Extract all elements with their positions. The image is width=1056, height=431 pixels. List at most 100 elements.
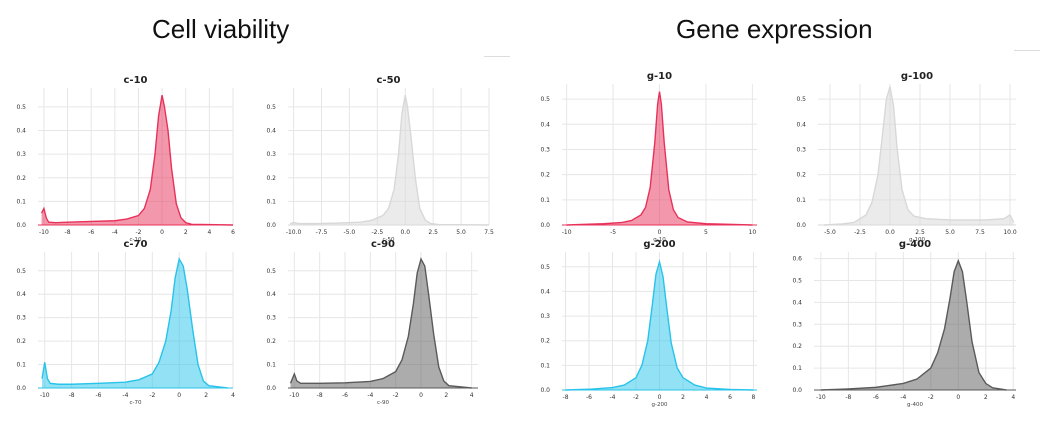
y-tick-label: 0.4 <box>16 128 26 135</box>
x-tick-label: -8 <box>317 392 323 399</box>
x-tick-label: -4 <box>900 394 906 401</box>
x-tick-label: -2 <box>149 392 155 399</box>
x-tick-label: -6 <box>873 394 879 401</box>
y-tick-label: 0.4 <box>266 291 276 298</box>
x-tick-label: -5.0 <box>344 229 356 236</box>
y-tick-label: 0.4 <box>540 288 550 295</box>
x-tick-label: 0 <box>177 392 181 399</box>
y-tick-label: 0.1 <box>16 362 26 369</box>
x-tick-label: -6 <box>88 229 94 236</box>
x-tick-label: 0.0 <box>400 229 410 236</box>
x-tick-label: 10.0 <box>1003 229 1017 236</box>
y-tick-label: 0.0 <box>792 387 802 394</box>
x-tick-label: 4 <box>207 229 211 236</box>
x-tick-label: -10 <box>289 392 299 399</box>
x-axis-label: g-200 <box>652 402 668 408</box>
y-tick-label: 0.2 <box>266 338 276 345</box>
x-tick-label: 4 <box>705 394 709 401</box>
density-line <box>820 258 1007 391</box>
y-tick-label: 0.2 <box>792 343 802 350</box>
y-tick-label: 0.3 <box>792 321 802 328</box>
y-tick-label: 0.5 <box>796 96 806 103</box>
density-line <box>290 94 490 226</box>
x-tick-label: 6 <box>231 229 235 236</box>
x-tick-label: -4 <box>610 394 616 401</box>
chart-title: g-100 <box>901 71 933 82</box>
x-axis-label: c-90 <box>377 400 390 406</box>
density-area <box>290 259 472 388</box>
y-tick-label: 0.2 <box>796 172 806 179</box>
x-tick-label: 0 <box>419 392 423 399</box>
y-tick-label: 0.1 <box>540 197 550 204</box>
x-tick-label: -2 <box>135 229 141 236</box>
y-tick-label: 0.2 <box>16 175 26 182</box>
x-tick-label: 2 <box>444 392 448 399</box>
x-tick-label: 2 <box>984 394 988 401</box>
x-tick-label: -8 <box>69 392 75 399</box>
chart-g-200: -8 -6 -4 -2 0 2 4 6 8 0.0 0.1 0.2 0.3 0.4 0.5 g-200 g-20… <box>540 239 757 408</box>
x-tick-label: -10 <box>39 229 49 236</box>
y-tick-label: 0.0 <box>540 387 550 394</box>
x-tick-label: -10 <box>40 392 50 399</box>
y-tick-label: 0.4 <box>16 291 26 298</box>
chart-title: g-10 <box>647 71 672 82</box>
y-tick-label: 0.4 <box>796 121 806 128</box>
chart-title: c-10 <box>124 75 148 86</box>
y-tick-label: 0.5 <box>540 96 550 103</box>
y-tick-label: 0.1 <box>540 362 550 369</box>
chart-c-70: -10 -8 -6 -4 -2 0 2 4 0.0 0.1 0.2 0.3 0.4 0.5 c-70 c-70 <box>16 239 235 406</box>
x-tick-label: -2 <box>393 392 399 399</box>
y-tick-label: 0.1 <box>266 198 276 205</box>
chart-title: g-400 <box>899 239 931 250</box>
y-tick-label: 0.0 <box>796 222 806 229</box>
y-tick-label: 0.2 <box>16 338 26 345</box>
y-tick-label: 0.3 <box>266 315 276 322</box>
density-line <box>289 257 472 389</box>
y-tick-label: 0.0 <box>266 222 276 229</box>
y-tick-label: 0.0 <box>16 222 26 229</box>
x-tick-label: 2 <box>681 394 685 401</box>
chart-g-10: -10 -5 0 5 10 0.0 0.1 0.2 0.3 0.4 0.5 g-10 g-10 <box>540 71 757 243</box>
y-tick-label: 0.1 <box>266 362 276 369</box>
chart-c-90: -10 -8 -6 -4 -2 0 2 4 0.0 0.1 0.2 0.3 0.4 0.5 c-90 c-90 <box>266 239 478 406</box>
density-area <box>820 260 1007 390</box>
density-area <box>824 86 1014 226</box>
y-tick-label: 0.5 <box>16 104 26 111</box>
y-tick-label: 0.1 <box>796 197 806 204</box>
y-tick-label: 0.0 <box>16 385 26 392</box>
chart-g-400: -10 -8 -6 -4 -2 0 2 4 0.0 0.1 0.2 0.3 0.4 0.5 0.6 g-400… <box>792 239 1016 408</box>
x-axis-label: c-50 <box>382 237 395 243</box>
chart-g-100: -5.0 -2.5 0.0 2.5 5.0 7.5 10.0 0.0 0.1 0.2 0.3 0.4 0… <box>796 71 1016 243</box>
chart-title: c-90 <box>371 239 395 250</box>
y-tick-label: 0.5 <box>266 104 276 111</box>
y-tick-label: 0.5 <box>266 268 276 275</box>
y-tick-label: 0.2 <box>540 172 550 179</box>
x-tick-label: 2 <box>204 392 208 399</box>
x-axis-label: g-100 <box>909 237 925 243</box>
y-tick-label: 0.5 <box>16 268 26 275</box>
y-tick-label: 0.5 <box>792 277 802 284</box>
y-tick-label: 0.3 <box>540 146 550 153</box>
x-tick-label: 10 <box>749 229 757 236</box>
y-tick-label: 0.4 <box>792 299 802 306</box>
y-tick-label: 0.3 <box>266 151 276 158</box>
density-line <box>566 91 753 226</box>
x-tick-label: -4 <box>122 392 128 399</box>
x-tick-label: 0 <box>658 229 662 236</box>
x-tick-label: -4 <box>112 229 118 236</box>
x-tick-label: -2.5 <box>854 229 866 236</box>
y-tick-label: 0.1 <box>792 365 802 372</box>
x-tick-label: 8 <box>752 394 756 401</box>
density-line <box>41 257 228 389</box>
x-tick-label: -8 <box>65 229 71 236</box>
x-tick-label: 7.5 <box>975 229 985 236</box>
gene-expression-heading: Gene expression <box>676 14 873 44</box>
x-tick-label: 0 <box>956 394 960 401</box>
x-tick-label: -2 <box>633 394 639 401</box>
cell-viability-heading: Cell viability <box>152 14 290 44</box>
x-tick-label: -6 <box>342 392 348 399</box>
y-tick-label: 0.3 <box>796 146 806 153</box>
x-tick-label: -4 <box>367 392 373 399</box>
y-tick-label: 0.3 <box>16 315 26 322</box>
